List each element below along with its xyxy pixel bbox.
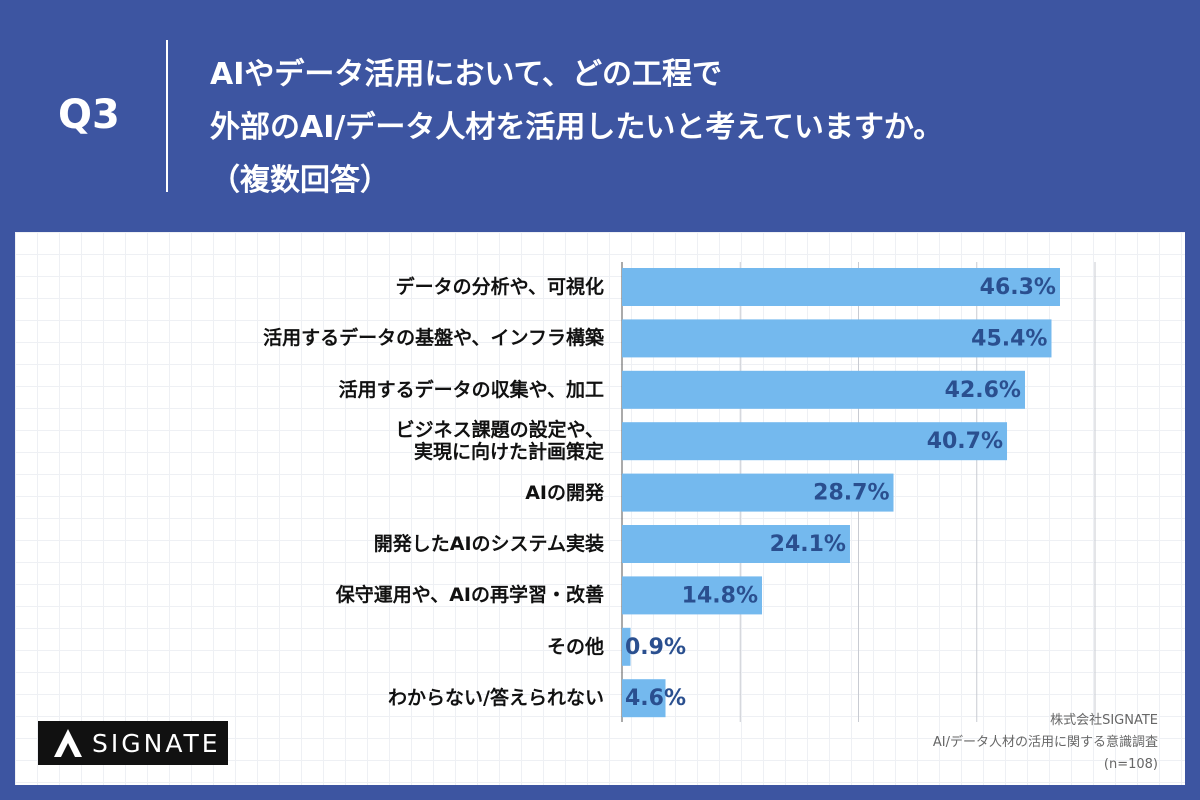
- category-label: データの分析や、可視化: [395, 276, 604, 298]
- value-label: 4.6%: [625, 686, 686, 711]
- value-label: 40.7%: [927, 429, 1003, 454]
- value-label: 24.1%: [770, 532, 846, 557]
- logo-text: SIGNATE: [92, 729, 221, 758]
- bar: [622, 422, 1008, 461]
- category-label: 活用するデータの収集や、加工: [338, 378, 604, 401]
- separator: [166, 40, 168, 192]
- title-line: AIやデータ活用において、どの工程で: [210, 57, 722, 92]
- bar: [622, 319, 1052, 358]
- value-label: 46.3%: [980, 275, 1056, 300]
- value-label: 28.7%: [813, 481, 889, 506]
- value-label: 0.9%: [625, 635, 686, 660]
- title-line: 外部のAI/データ人材を活用したいと考えていますか。: [210, 110, 944, 145]
- category-label: その他: [546, 635, 604, 658]
- bar: [622, 525, 850, 563]
- category-label: 活用するデータの基盤や、インフラ構築: [263, 327, 604, 350]
- logo-icon: [54, 729, 82, 757]
- bar: [622, 627, 631, 666]
- category-label: 開発したAIのシステム実装: [373, 533, 604, 555]
- source-line: AI/データ人材の活用に関する意識調査: [932, 735, 1158, 750]
- source-line: 株式会社SIGNATE: [1050, 713, 1158, 728]
- title-line: （複数回答）: [210, 163, 390, 198]
- question-number: Q3: [58, 92, 120, 138]
- source: 株式会社SIGNATE AI/データ人材の活用に関する意識調査 (n=108): [933, 710, 1158, 776]
- value-label: 42.6%: [945, 378, 1021, 403]
- category-label: AIの開発: [525, 481, 604, 504]
- value-label: 45.4%: [971, 326, 1047, 351]
- category-label: 保守運用や、AIの再学習・改善: [335, 584, 604, 607]
- value-label: 14.8%: [682, 583, 758, 608]
- category-label: ビジネス課題の設定や、 実現に向けた計画策定: [395, 419, 604, 464]
- category-label: わからない/答えられない: [388, 687, 604, 710]
- source-line: (n=108): [1103, 757, 1158, 772]
- logo: SIGNATE: [38, 721, 228, 765]
- bar: [622, 679, 666, 718]
- title: AIやデータ活用において、どの工程で 外部のAI/データ人材を活用したいと考えて…: [210, 48, 943, 207]
- bar: [622, 268, 1060, 306]
- bar: [622, 370, 1025, 409]
- bar: [622, 473, 894, 512]
- bar: [622, 576, 763, 615]
